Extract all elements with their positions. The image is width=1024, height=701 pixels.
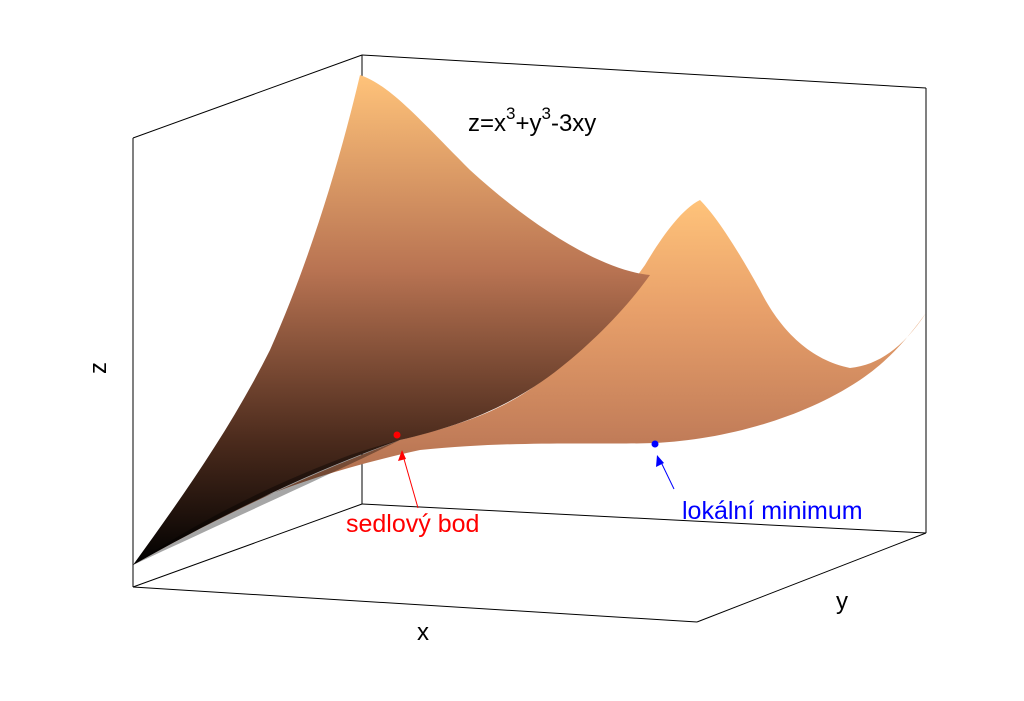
minimum-arrow-head	[656, 455, 664, 467]
plot-title: z=x3+y3-3xy	[468, 104, 596, 137]
axes-box-front	[132, 138, 927, 623]
saddle-point-label: sedlový bod	[346, 510, 479, 538]
title-mid: +y	[515, 110, 541, 137]
y-axis-label: y	[836, 588, 848, 615]
surface-left-sheet	[133, 75, 650, 565]
surface	[133, 75, 926, 565]
x-axis-label: x	[417, 619, 429, 646]
title-exponent-1: 3	[506, 104, 515, 123]
minimum-arrow-shaft	[659, 459, 675, 490]
saddle-arrow-head	[398, 450, 406, 461]
surface-shadow-band	[133, 440, 400, 565]
local-minimum-annotation: lokální minimum	[651, 440, 863, 525]
saddle-arrow-shaft	[401, 451, 419, 509]
title-base: z=x	[468, 110, 506, 137]
title-tail: -3xy	[551, 110, 596, 137]
title-exponent-2: 3	[542, 104, 551, 123]
local-minimum-label: lokální minimum	[682, 497, 863, 525]
surface-right-sheet	[133, 200, 926, 565]
saddle-point-marker	[393, 431, 401, 439]
z-axis-label: z	[85, 362, 112, 374]
saddle-point-annotation: sedlový bod	[346, 431, 479, 538]
local-minimum-marker	[651, 440, 659, 448]
